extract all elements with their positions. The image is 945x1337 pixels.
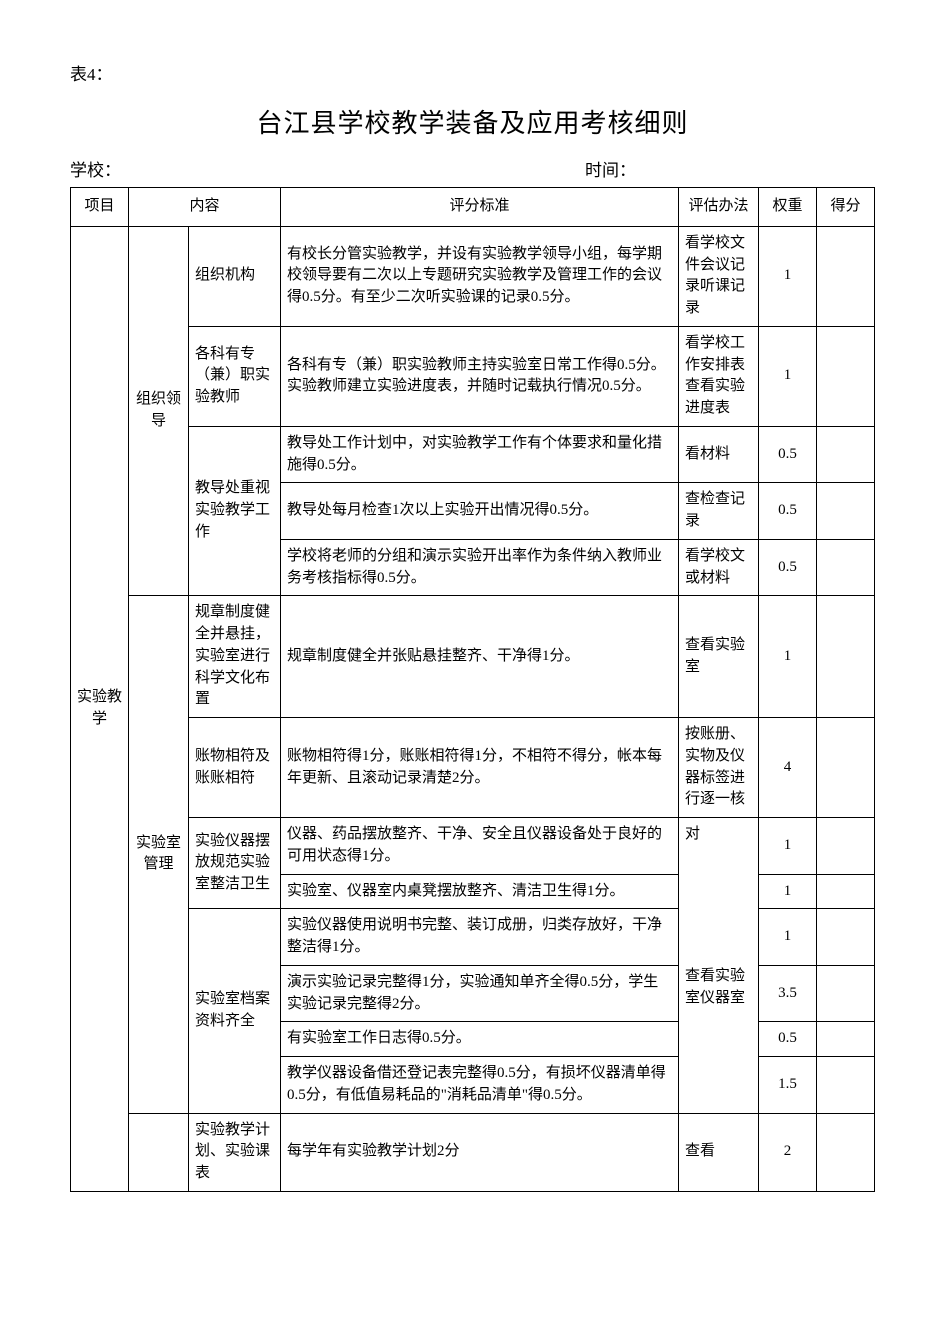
weight-cell: 1 [759, 818, 817, 875]
criteria-cell: 学校将老师的分组和演示实验开出率作为条件纳入教师业务考核指标得0.5分。 [281, 539, 679, 596]
score-cell [817, 1057, 875, 1114]
criteria-cell: 仪器、药品摆放整齐、干净、安全且仪器设备处于良好的可用状态得1分。 [281, 818, 679, 875]
table-number-label: 表4： [70, 60, 875, 85]
criteria-cell: 各科有专（兼）职实验教师主持实验室日常工作得0.5分。实验教师建立实验进度表，并… [281, 326, 679, 426]
weight-cell: 1 [759, 909, 817, 966]
project-cell: 实验教学 [71, 226, 129, 1191]
criteria-cell: 账物相符得1分，账账相符得1分，不相符不得分，帐本每年更新、且滚动记录清楚2分。 [281, 718, 679, 818]
table-row: 实验教学计划、实验课表 每学年有实验教学计划2分 查看 2 [71, 1113, 875, 1191]
criteria-cell: 实验室、仪器室内桌凳摆放整齐、清洁卫生得1分。 [281, 874, 679, 909]
subheader-row: 学校： 时间： [70, 156, 875, 181]
score-cell [817, 426, 875, 483]
score-cell [817, 596, 875, 718]
table-row: 教导处重视实验教学工作 教导处工作计划中，对实验教学工作有个体要求和量化措施得0… [71, 426, 875, 483]
item-cell: 组织机构 [189, 226, 281, 326]
category-cell: 组织领导 [129, 226, 189, 596]
item-cell: 账物相符及账账相符 [189, 718, 281, 818]
col-header-method: 评估办法 [679, 188, 759, 227]
score-cell [817, 1022, 875, 1057]
col-header-weight: 权重 [759, 188, 817, 227]
criteria-cell: 规章制度健全并张贴悬挂整齐、干净得1分。 [281, 596, 679, 718]
score-cell [817, 874, 875, 909]
item-cell: 实验仪器摆放规范实验室整洁卫生 [189, 818, 281, 909]
weight-cell: 4 [759, 718, 817, 818]
weight-cell: 1 [759, 326, 817, 426]
weight-cell: 2 [759, 1113, 817, 1191]
score-cell [817, 483, 875, 540]
method-cell: 按账册、实物及仪器标签进行逐一核 [679, 718, 759, 818]
method-text-top: 对 [685, 824, 752, 846]
score-cell [817, 226, 875, 326]
method-cell: 看学校文件会议记录听课记录 [679, 226, 759, 326]
weight-cell: 0.5 [759, 539, 817, 596]
table-row: 实验仪器摆放规范实验室整洁卫生 仪器、药品摆放整齐、干净、安全且仪器设备处于良好… [71, 818, 875, 875]
table-header-row: 项目 内容 评分标准 评估办法 权重 得分 [71, 188, 875, 227]
criteria-cell: 有实验室工作日志得0.5分。 [281, 1022, 679, 1057]
document-title: 台江县学校教学装备及应用考核细则 [70, 103, 875, 140]
item-cell: 教导处重视实验教学工作 [189, 426, 281, 596]
criteria-cell: 有校长分管实验教学，并设有实验教学领导小组，每学期校领导要有二次以上专题研究实验… [281, 226, 679, 326]
method-cell: 看学校工作安排表查看实验进度表 [679, 326, 759, 426]
col-header-score: 得分 [817, 188, 875, 227]
assessment-table: 项目 内容 评分标准 评估办法 权重 得分 实验教学 组织领导 组织机构 有校长… [70, 187, 875, 1192]
score-cell [817, 718, 875, 818]
score-cell [817, 818, 875, 875]
category-cell: 实验室管理 [129, 596, 189, 1113]
time-label: 时间： [585, 156, 875, 181]
col-header-criteria: 评分标准 [281, 188, 679, 227]
table-row: 账物相符及账账相符 账物相符得1分，账账相符得1分，不相符不得分，帐本每年更新、… [71, 718, 875, 818]
item-cell: 实验教学计划、实验课表 [189, 1113, 281, 1191]
weight-cell: 1 [759, 596, 817, 718]
weight-cell: 0.5 [759, 426, 817, 483]
col-header-project: 项目 [71, 188, 129, 227]
criteria-cell: 教导处工作计划中，对实验教学工作有个体要求和量化措施得0.5分。 [281, 426, 679, 483]
score-cell [817, 539, 875, 596]
weight-cell: 1 [759, 874, 817, 909]
score-cell [817, 1113, 875, 1191]
criteria-cell: 演示实验记录完整得1分，实验通知单齐全得0.5分，学生实验记录完整得2分。 [281, 965, 679, 1022]
criteria-cell: 教导处每月检查1次以上实验开出情况得0.5分。 [281, 483, 679, 540]
method-cell: 看材料 [679, 426, 759, 483]
method-cell: 查检查记录 [679, 483, 759, 540]
weight-cell: 3.5 [759, 965, 817, 1022]
category-cell-blank [129, 1113, 189, 1191]
method-cell: 对 查看实验室仪器室 [679, 818, 759, 1114]
criteria-cell: 每学年有实验教学计划2分 [281, 1113, 679, 1191]
table-row: 各科有专（兼）职实验教师 各科有专（兼）职实验教师主持实验室日常工作得0.5分。… [71, 326, 875, 426]
item-cell: 规章制度健全并悬挂，实验室进行科学文化布置 [189, 596, 281, 718]
item-cell: 实验室档案资料齐全 [189, 909, 281, 1113]
table-row: 实验室管理 规章制度健全并悬挂，实验室进行科学文化布置 规章制度健全并张贴悬挂整… [71, 596, 875, 718]
method-cell: 查看 [679, 1113, 759, 1191]
school-label: 学校： [70, 156, 585, 181]
method-cell: 查看实验室 [679, 596, 759, 718]
weight-cell: 1.5 [759, 1057, 817, 1114]
method-text-mid: 查看实验室仪器室 [685, 966, 752, 1010]
criteria-cell: 教学仪器设备借还登记表完整得0.5分，有损坏仪器清单得0.5分，有低值易耗品的"… [281, 1057, 679, 1114]
score-cell [817, 326, 875, 426]
method-cell: 看学校文或材料 [679, 539, 759, 596]
col-header-content: 内容 [129, 188, 281, 227]
item-cell: 各科有专（兼）职实验教师 [189, 326, 281, 426]
weight-cell: 0.5 [759, 1022, 817, 1057]
table-row: 实验教学 组织领导 组织机构 有校长分管实验教学，并设有实验教学领导小组，每学期… [71, 226, 875, 326]
score-cell [817, 965, 875, 1022]
weight-cell: 1 [759, 226, 817, 326]
score-cell [817, 909, 875, 966]
criteria-cell: 实验仪器使用说明书完整、装订成册，归类存放好，干净整洁得1分。 [281, 909, 679, 966]
weight-cell: 0.5 [759, 483, 817, 540]
